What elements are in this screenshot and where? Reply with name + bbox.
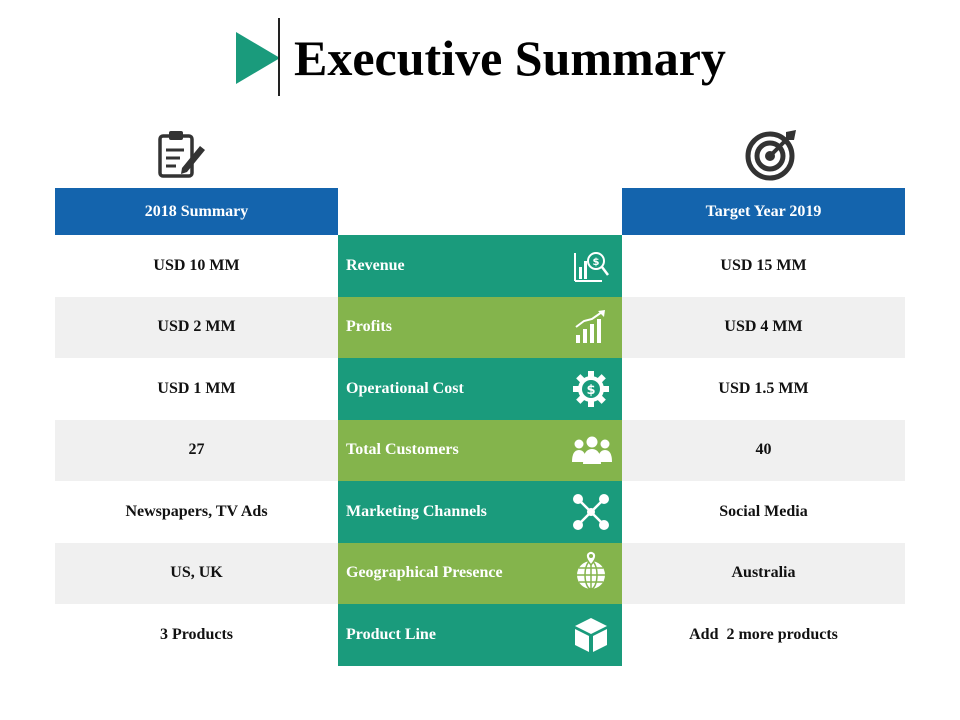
right-value: Social Media: [622, 481, 905, 543]
right-value: Add 2 more products: [622, 604, 905, 666]
metric-label: Operational Cost: [346, 379, 464, 397]
header-target-2019: Target Year 2019: [622, 188, 905, 235]
left-value: USD 2 MM: [55, 296, 338, 358]
metric-row: Geographical Presence: [338, 542, 622, 604]
metric-label: Total Customers: [346, 441, 459, 459]
page-title: Executive Summary: [294, 30, 726, 86]
customers-icon: [572, 436, 612, 464]
right-value: USD 1.5 MM: [622, 358, 905, 420]
right-value: Australia: [622, 542, 905, 604]
box-icon: [575, 618, 607, 652]
left-value: USD 1 MM: [55, 358, 338, 420]
metric-row: Product Line: [338, 604, 622, 666]
right-value: USD 15 MM: [622, 235, 905, 297]
metric-label: Geographical Presence: [346, 564, 503, 582]
metric-label: Revenue: [346, 256, 405, 274]
left-value: 3 Products: [55, 604, 338, 666]
metric-label: Marketing Channels: [346, 502, 487, 520]
left-value: US, UK: [55, 542, 338, 604]
play-arrow-icon: [236, 32, 280, 84]
clipboard-edit-icon: [158, 131, 205, 178]
svg-text:$: $: [586, 383, 595, 398]
title-divider: [278, 18, 280, 96]
header-2018-summary: 2018 Summary: [55, 188, 338, 235]
target-icon: [745, 130, 796, 181]
metric-row: Profits: [338, 296, 622, 358]
dollar-gear-icon: $: [573, 371, 609, 407]
svg-text:$: $: [593, 257, 600, 268]
metric-label: Product Line: [346, 626, 436, 643]
globe-pin-icon: [577, 549, 605, 590]
left-value: USD 10 MM: [55, 235, 338, 297]
right-value: USD 4 MM: [622, 296, 905, 358]
left-value: 27: [55, 419, 338, 481]
growth-chart-icon: [575, 309, 605, 343]
revenue-chart-icon: $: [574, 252, 609, 282]
metric-label: Profits: [346, 318, 392, 336]
metric-row: Revenue $: [338, 235, 622, 297]
network-icon: [573, 494, 609, 530]
metric-row: Marketing Channels: [338, 481, 622, 543]
metric-row: Operational Cost $: [338, 358, 622, 420]
left-value: Newspapers, TV Ads: [55, 481, 338, 543]
right-value: 40: [622, 419, 905, 481]
metric-row: Total Customers: [338, 419, 622, 481]
